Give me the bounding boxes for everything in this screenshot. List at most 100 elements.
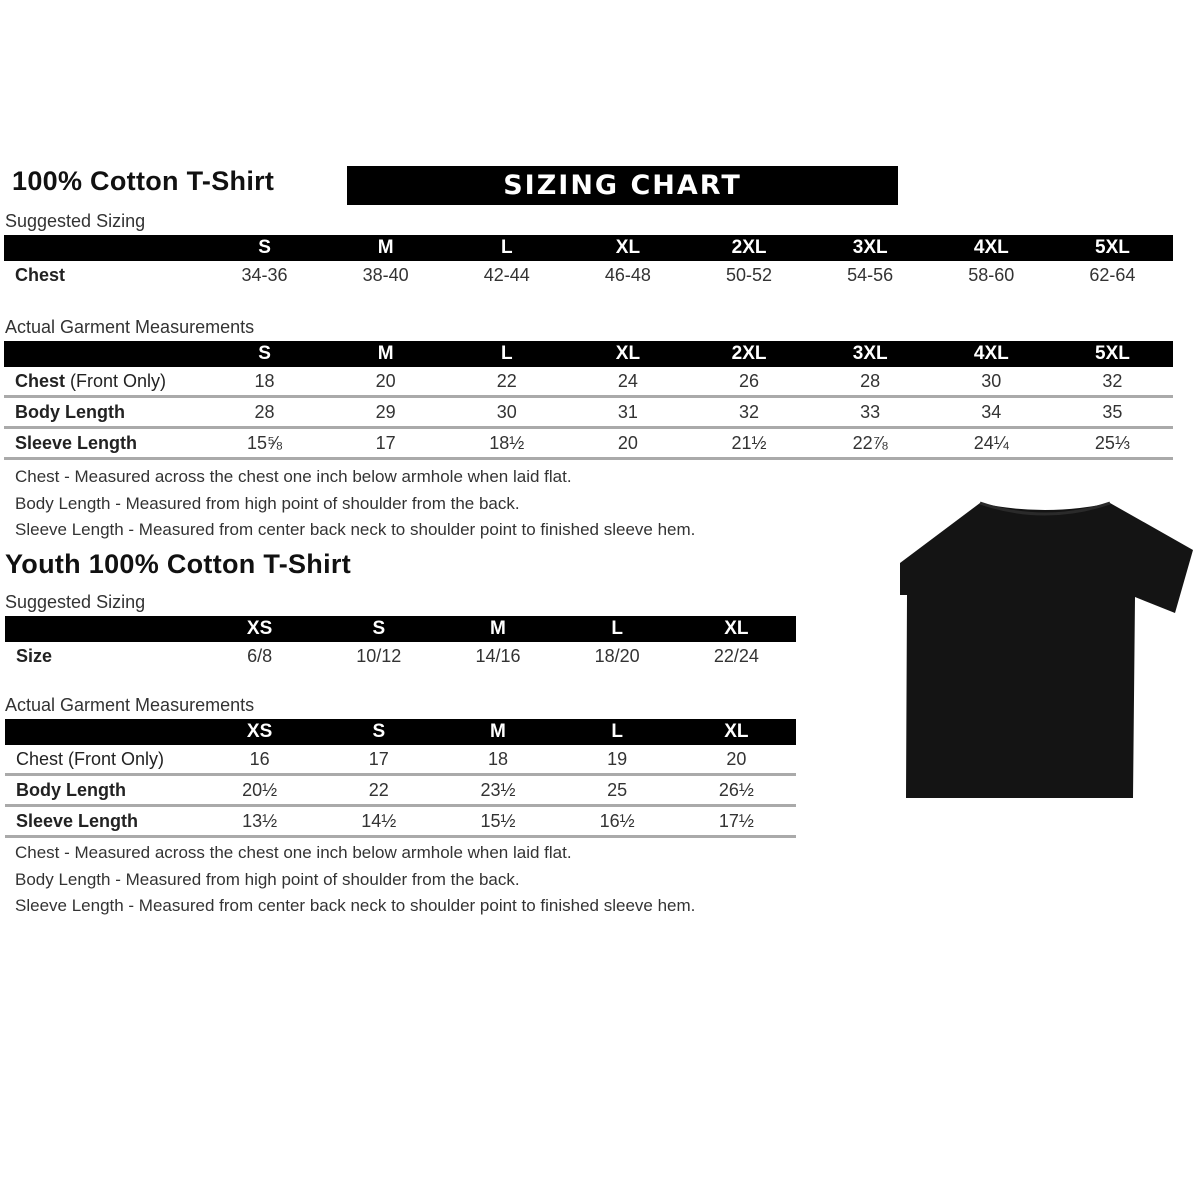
adult-notes: Chest - Measured across the chest one in… <box>0 464 695 544</box>
cell-value: 20 <box>676 745 796 776</box>
cell-value: 19 <box>557 745 677 776</box>
table-row: Size 6/8 10/12 14/16 18/20 22/24 <box>5 642 796 670</box>
table-row: Chest (Front Only) 16 17 18 19 20 <box>5 745 796 776</box>
size-header: XL <box>567 341 689 367</box>
cell-value: 32 <box>1051 367 1173 398</box>
row-label: Body Length <box>5 774 200 807</box>
size-header: M <box>325 341 447 367</box>
row-label: Sleeve Length <box>5 805 200 838</box>
youth-actual-table: XS S M L XL Chest (Front Only) 16 17 18 19 20 Body … <box>5 719 796 838</box>
table-row: Sleeve Length 13½ 14½ 15½ 16½ 17½ <box>5 805 796 838</box>
measurement-note: Body Length - Measured from high point o… <box>15 869 520 889</box>
size-header: 3XL <box>809 235 931 261</box>
row-label: Size <box>16 645 53 666</box>
size-header: L <box>557 719 677 745</box>
cell-value: 17½ <box>676 805 796 838</box>
cell-value: 29 <box>325 396 447 429</box>
youth-suggested-label: Suggested Sizing <box>5 592 146 612</box>
cell-value: 25⅓ <box>1051 427 1173 460</box>
row-label: Chest <box>15 264 66 285</box>
cell-value: 58-60 <box>968 264 1015 285</box>
cell-value: 35 <box>1051 396 1173 429</box>
measurement-note: Chest - Measured across the chest one in… <box>15 467 572 486</box>
cell-value: 62-64 <box>1089 264 1136 285</box>
size-header: M <box>438 719 558 745</box>
youth-notes: Chest - Measured across the chest one in… <box>0 840 695 920</box>
table-row: Body Length 20½ 22 23½ 25 26½ <box>5 774 796 807</box>
size-header-row: S M L XL 2XL 3XL 4XL 5XL <box>4 235 1173 261</box>
size-header: XS <box>200 616 320 642</box>
cell-value: 15⅝ <box>204 427 326 460</box>
youth-actual-label: Actual Garment Measurements <box>5 695 255 715</box>
size-header: 3XL <box>809 341 931 367</box>
youth-title: Youth 100% Cotton T-Shirt <box>5 549 351 579</box>
black-t-shirt-icon <box>900 501 1193 798</box>
size-header: L <box>557 616 677 642</box>
cell-value: 20½ <box>200 774 320 807</box>
size-header: XS <box>200 719 320 745</box>
cell-value: 38-40 <box>362 264 409 285</box>
cell-value: 21½ <box>688 427 810 460</box>
cell-value: 18 <box>438 745 558 776</box>
adult-actual-label: Actual Garment Measurements <box>5 317 255 337</box>
cell-value: 32 <box>688 396 810 429</box>
cell-value: 33 <box>809 396 931 429</box>
cell-value: 30 <box>446 396 568 429</box>
size-header: 5XL <box>1051 235 1173 261</box>
size-header: 5XL <box>1051 341 1173 367</box>
cell-value: 42-44 <box>483 264 530 285</box>
table-row: Body Length 28 29 30 31 32 33 34 35 <box>4 396 1173 429</box>
cell-value: 20 <box>567 427 689 460</box>
measurement-note: Sleeve Length - Measured from center bac… <box>15 896 696 915</box>
cell-value: 22 <box>446 367 568 398</box>
size-header: S <box>319 616 439 642</box>
cell-value: 18/20 <box>594 645 640 666</box>
size-header: L <box>446 235 568 261</box>
cell-value: 22/24 <box>713 645 759 666</box>
sizing-chart-banner: SIZING CHART <box>347 166 898 205</box>
youth-suggested-table: XS S M L XL Size 6/8 10/12 14/16 18/20 22/24 <box>5 616 796 670</box>
cell-value: 10/12 <box>356 645 402 666</box>
size-header: XL <box>676 719 796 745</box>
cell-value: 23½ <box>438 774 558 807</box>
cell-value: 30 <box>930 367 1052 398</box>
size-header: 2XL <box>688 235 810 261</box>
measurement-note: Chest - Measured across the chest one in… <box>15 843 572 862</box>
table-row: Chest (Front Only) 18 20 22 24 26 28 30 32 <box>4 367 1173 398</box>
cell-value: 24¼ <box>930 427 1052 460</box>
cell-value: 16 <box>200 745 320 776</box>
cell-value: 34 <box>930 396 1052 429</box>
size-header-row: XS S M L XL <box>5 719 796 745</box>
cell-value: 13½ <box>200 805 320 838</box>
cell-value: 15½ <box>438 805 558 838</box>
cell-value: 14½ <box>319 805 439 838</box>
cell-value: 50-52 <box>726 264 773 285</box>
cell-value: 46-48 <box>604 264 651 285</box>
table-row: Sleeve Length 15⅝ 17 18½ 20 21½ 22⅞ 24¼ 25⅓ <box>4 427 1173 460</box>
adult-suggested-label: Suggested Sizing <box>5 211 146 231</box>
cell-value: 26 <box>688 367 810 398</box>
size-header: 4XL <box>930 341 1052 367</box>
table-row: Chest 34-36 38-40 42-44 46-48 50-52 54-56 58-60… <box>4 261 1173 289</box>
cell-value: 25 <box>557 774 677 807</box>
adult-suggested-table: S M L XL 2XL 3XL 4XL 5XL Chest 34-36 38-40 42-44 46-… <box>4 235 1173 289</box>
cell-value: 54-56 <box>847 264 894 285</box>
cell-value: 28 <box>204 396 326 429</box>
row-label: Chest (Front Only) <box>4 367 204 398</box>
size-header: S <box>204 235 326 261</box>
size-header-row: XS S M L XL <box>5 616 796 642</box>
cell-value: 24 <box>567 367 689 398</box>
measurement-note: Sleeve Length - Measured from center bac… <box>15 520 696 539</box>
cell-value: 22⅞ <box>809 427 931 460</box>
cell-value: 18½ <box>446 427 568 460</box>
row-label: Body Length <box>4 396 204 429</box>
cell-value: 18 <box>204 367 326 398</box>
adult-actual-table: S M L XL 2XL 3XL 4XL 5XL Chest (Front Only) 18 20 2… <box>4 341 1173 460</box>
size-header: S <box>204 341 326 367</box>
size-header: L <box>446 341 568 367</box>
size-header: M <box>438 616 558 642</box>
cell-value: 34-36 <box>241 264 288 285</box>
cell-value: 28 <box>809 367 931 398</box>
size-header: S <box>319 719 439 745</box>
size-header: M <box>325 235 447 261</box>
